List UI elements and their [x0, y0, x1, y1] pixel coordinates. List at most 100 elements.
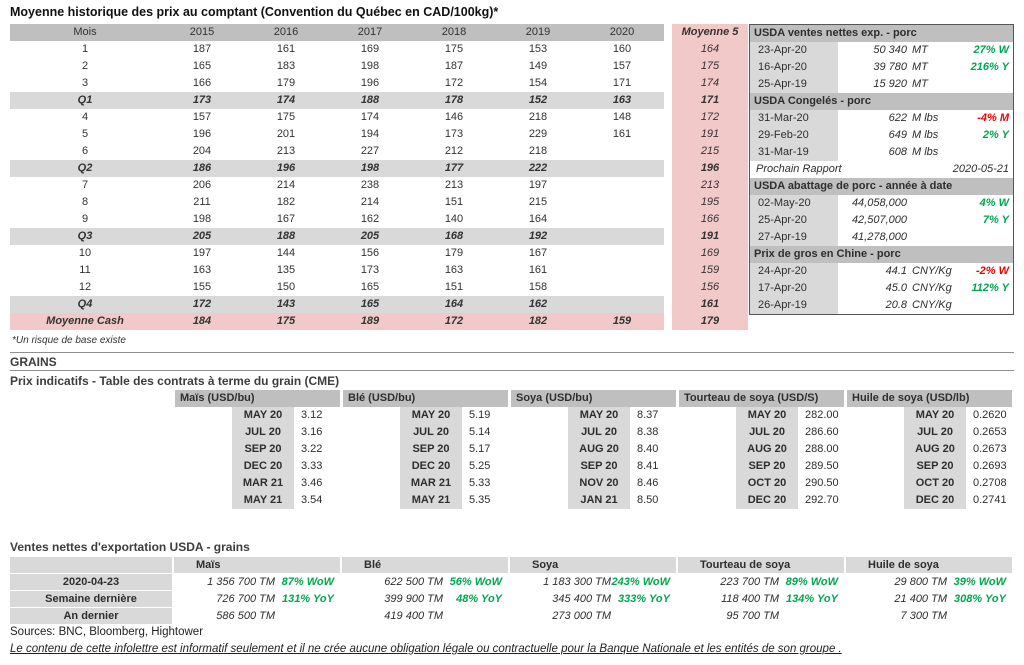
price-cell: 157: [192, 111, 212, 123]
price-row-label: 8: [81, 196, 89, 208]
futures-blank-cell: [343, 458, 400, 475]
futures-value-cell: 0.2708: [973, 477, 1007, 489]
futures-blank-cell: [679, 475, 736, 492]
column-spacer: [664, 296, 672, 313]
price-cell: [580, 143, 664, 160]
price-cell: [580, 228, 664, 245]
price-moyenne-cell: 175: [672, 58, 748, 75]
price-row-label: 2: [81, 60, 89, 72]
usda-section-header: USDA abattage de porc - année à date: [750, 178, 1013, 195]
price-cell: 159: [580, 313, 664, 330]
usda-date: 31-Mar-19: [750, 144, 838, 161]
price-cell: 189: [328, 313, 412, 330]
export-row-label: An dernier: [10, 608, 172, 624]
futures-blank-cell: [511, 492, 568, 509]
usda-value: 649: [888, 129, 907, 141]
export-value-cell: 726 700 TM: [172, 591, 275, 607]
usda-change: [959, 76, 1013, 93]
futures-month-cell: DEC 20: [736, 492, 798, 509]
futures-month-cell: AUG 20: [568, 441, 630, 458]
futures-month-cell: OCT 20: [736, 475, 798, 492]
futures-table: Tourteau de soya (USD/S) MAY 20 282.00 JUL …: [679, 390, 844, 509]
price-cell: 214: [360, 196, 380, 208]
usda-date: 27-Apr-19: [750, 229, 838, 246]
export-change-cell: [611, 608, 676, 624]
column-spacer: [664, 228, 672, 245]
futures-value-cell: 5.14: [469, 426, 491, 438]
column-spacer: [664, 177, 672, 194]
price-cell: 198: [192, 213, 212, 225]
futures-blank-cell: [511, 475, 568, 492]
usda-value: 20.8: [885, 299, 907, 311]
price-cell: 167: [276, 213, 296, 225]
price-table-header-cell: 2020: [580, 24, 664, 41]
usda-date: 02-May-20: [750, 195, 838, 212]
price-cell: 197: [528, 179, 548, 191]
price-cell: 183: [276, 60, 296, 72]
export-value-cell: 95 700 TM: [676, 608, 779, 624]
futures-value-cell: 3.33: [301, 460, 323, 472]
futures-month-cell: MAR 21: [400, 475, 462, 492]
usda-data-row: 02-May-20 44,058,000 4% W: [750, 195, 1013, 212]
price-row-label: 6: [81, 145, 89, 157]
usda-unit: MT: [912, 44, 928, 56]
export-value-cell: 345 400 TM: [508, 591, 611, 607]
futures-value-cell: 290.50: [805, 477, 839, 489]
export-column-header: Tourteau de soya: [676, 557, 844, 573]
price-moyenne-cell: 156: [672, 279, 748, 296]
price-cell: 163: [444, 264, 464, 276]
price-cell: 155: [192, 281, 212, 293]
usda-unit: CNY/Kg: [912, 282, 952, 294]
futures-blank-cell: [679, 441, 736, 458]
price-cell: 158: [528, 281, 548, 293]
price-cell: 229: [528, 128, 548, 140]
futures-month-cell: JUL 20: [904, 424, 966, 441]
price-table-header-cell: Mois: [10, 24, 160, 41]
futures-blank-cell: [343, 407, 400, 424]
futures-month-cell: SEP 20: [400, 441, 462, 458]
price-cell: 173: [360, 264, 380, 276]
column-spacer: [664, 313, 672, 330]
usda-date: 24-Apr-20: [750, 263, 838, 280]
price-cell: [580, 262, 664, 279]
export-value-cell: 419 400 TM: [340, 608, 443, 624]
usda-value: 44,058,000: [851, 197, 907, 209]
usda-unit: CNY/Kg: [912, 265, 952, 277]
export-column-header: Blé: [340, 557, 508, 573]
futures-table-title: Blé (USD/bu): [343, 390, 508, 407]
export-change-cell: 56% WoW: [449, 576, 502, 588]
futures-value-cell: 3.22: [301, 443, 323, 455]
futures-value-cell: 5.19: [469, 409, 491, 421]
export-value-cell: 21 400 TM: [844, 591, 947, 607]
futures-blank-cell: [175, 441, 232, 458]
price-cell: 149: [528, 60, 548, 72]
futures-table-title: Soya (USD/bu): [511, 390, 676, 407]
usda-change: 112% Y: [971, 282, 1009, 294]
usda-change: 7% Y: [982, 214, 1009, 226]
price-cell: 238: [360, 179, 380, 191]
futures-blank-cell: [847, 407, 904, 424]
price-cell: [580, 296, 664, 313]
price-row-label: 5: [81, 128, 89, 140]
disclaimer-line: Le contenu de cette infolettre est infor…: [10, 643, 842, 655]
usda-change: 2% Y: [982, 129, 1009, 141]
price-cell: 184: [160, 313, 244, 330]
futures-value-cell: 8.37: [637, 409, 659, 421]
usda-change: [959, 297, 1013, 314]
futures-blank-cell: [343, 441, 400, 458]
price-cell: 196: [192, 128, 212, 140]
futures-blank-cell: [511, 407, 568, 424]
price-cell: 157: [612, 60, 632, 72]
futures-blank-cell: [511, 424, 568, 441]
export-column-header: Maïs: [172, 557, 340, 573]
usda-data-row: 23-Apr-20 50 340 MT 27% W: [750, 42, 1013, 59]
price-cell: 163: [192, 264, 212, 276]
price-cell: 161: [276, 43, 296, 55]
futures-month-cell: MAY 21: [232, 492, 294, 509]
price-cell: 194: [360, 128, 380, 140]
price-cell: 135: [276, 264, 296, 276]
usda-section-header: USDA Congelés - porc: [750, 93, 1013, 110]
price-cell: 201: [276, 128, 296, 140]
export-change-cell: 48% YoY: [456, 593, 502, 605]
next-report-label: Prochain Rapport: [756, 163, 842, 175]
